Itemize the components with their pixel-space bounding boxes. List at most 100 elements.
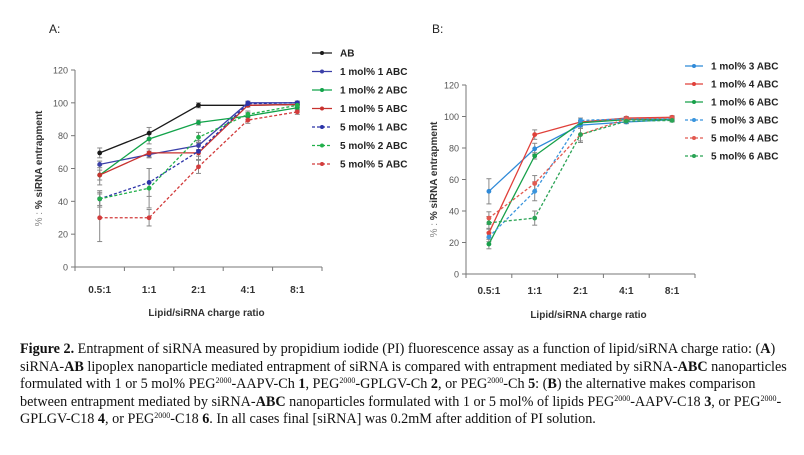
data-point (532, 215, 538, 221)
data-point (245, 101, 251, 107)
data-point (486, 220, 492, 226)
data-point (578, 118, 583, 123)
y-tick-label: 20 (58, 230, 68, 240)
legend-label: 1 mol% 6 ABC (711, 98, 778, 109)
y-axis-label: % : % siRNA entrapment (429, 121, 440, 237)
caption-segment: -GPLGV-C18 (20, 393, 782, 428)
legend-marker (692, 118, 696, 122)
caption-segment: 6 (202, 411, 210, 428)
caption-segment: ABC (255, 393, 286, 410)
chart-a: 0 20 40 60 80 100 120 0.5:1 1:1 2:1 4:1 8:1 Lipid/si… (34, 49, 407, 320)
caption-segment: ABC (677, 358, 708, 375)
data-point (196, 102, 201, 108)
y-tick-label: 120 (444, 81, 459, 91)
caption-segment: A (760, 341, 771, 357)
legend-label: 5 mol% 3 ABC (711, 116, 778, 127)
legend-marker (320, 69, 324, 74)
y-tick-label: 0 (63, 263, 68, 273)
y-axis-label-text: % siRNA entrapment (429, 121, 440, 220)
data-point (486, 215, 492, 221)
data-point (486, 188, 492, 194)
data-point (146, 215, 152, 221)
figure-caption: Figure 2. Entrapment of siRNA measured b… (20, 341, 800, 429)
data-point (532, 181, 538, 186)
x-tick-label: 0.5:1 (478, 286, 501, 297)
data-point (486, 234, 492, 240)
caption-segment: B (547, 376, 557, 393)
legend-marker (692, 100, 696, 104)
caption-segment: 4 (97, 411, 106, 428)
caption-segment: 2 (430, 376, 438, 393)
y-axis-label-prefix: % : (34, 209, 45, 226)
legend-marker (320, 162, 324, 166)
x-tick-label: 1:1 (527, 286, 542, 297)
y-axis-label-prefix: % : (429, 220, 440, 237)
y-tick-label: 60 (449, 175, 459, 185)
y-tick-label: 80 (449, 144, 459, 154)
caption-segment: , or PEG (105, 411, 155, 428)
caption-segment: -AAPV-Ch (231, 376, 299, 393)
caption-segment: -Ch (503, 376, 529, 393)
legend-label: 1 mol% 1 ABC (340, 67, 407, 78)
data-point (146, 130, 152, 136)
caption-segment: 2000 (154, 411, 171, 421)
y-tick-label: 100 (53, 98, 68, 108)
y-tick-label: 60 (58, 164, 68, 174)
data-point (532, 188, 538, 194)
x-tick-label: 4:1 (619, 286, 634, 297)
caption-segment: , or PEG (711, 393, 761, 410)
caption-segment: 3 (704, 393, 712, 410)
x-tick-label: 1:1 (142, 285, 157, 296)
legend-label: 1 mol% 3 ABC (711, 62, 778, 73)
caption-segment: 5 (528, 376, 536, 393)
legend-marker (320, 51, 324, 55)
caption-segment: -AAPV-C18 (630, 393, 705, 410)
legend-label: 1 mol% 4 ABC (711, 80, 778, 91)
legend-marker (320, 106, 324, 111)
data-point (97, 161, 103, 167)
data-point (196, 143, 201, 148)
caption-segment: . In all cases final [siRNA] was 0.2mM a… (209, 411, 596, 428)
legend-marker (320, 88, 324, 92)
x-axis-label: Lipid/siRNA charge ratio (530, 310, 646, 321)
x-tick-label: 4:1 (241, 285, 256, 296)
caption-segment: nanoparticles formulated with 1 or 5 mol… (20, 358, 787, 393)
caption-segment: ) the alternative makes comparison betwe… (20, 376, 756, 410)
panel-b-label: B: (432, 22, 444, 36)
y-axis-label: % : % siRNA entrapment (34, 110, 45, 226)
data-point (532, 132, 538, 138)
caption-segment: , PEG (305, 376, 340, 393)
caption-segment: 1 (298, 376, 306, 393)
caption-segment: -C18 (170, 411, 203, 428)
caption-segment: 2000 (215, 376, 232, 386)
legend-label: 1 mol% 2 ABC (340, 86, 407, 97)
caption-segment: 2000 (487, 376, 504, 386)
panel-a-label: A: (49, 22, 61, 36)
caption-segment: ) siRNA- (20, 341, 776, 375)
figure-label: Figure 2. (20, 341, 75, 357)
caption-segment: AB (64, 358, 84, 375)
legend-marker (692, 82, 696, 86)
data-point (532, 146, 538, 152)
legend-label: 5 mol% 4 ABC (711, 134, 778, 145)
data-point (196, 134, 201, 140)
caption-segment: nanoparticles formulated with 1 or 5 mol… (285, 393, 615, 410)
data-point (146, 136, 152, 142)
data-point (97, 215, 103, 221)
series-line (488, 118, 673, 238)
legend-marker (692, 154, 696, 158)
legend-label: 5 mol% 1 ABC (340, 123, 407, 134)
data-point (196, 164, 201, 170)
data-point (578, 132, 583, 138)
data-point (146, 185, 152, 191)
legend-label: AB (340, 49, 354, 60)
x-tick-label: 2:1 (573, 286, 588, 297)
y-tick-label: 80 (58, 131, 68, 141)
caption-segment: -GPLGV-Ch (355, 376, 431, 393)
data-point (245, 111, 251, 117)
data-point (669, 118, 675, 123)
y-tick-label: 20 (449, 238, 459, 248)
data-point (146, 150, 152, 156)
legend-marker (320, 143, 324, 148)
legend-marker (692, 64, 696, 68)
